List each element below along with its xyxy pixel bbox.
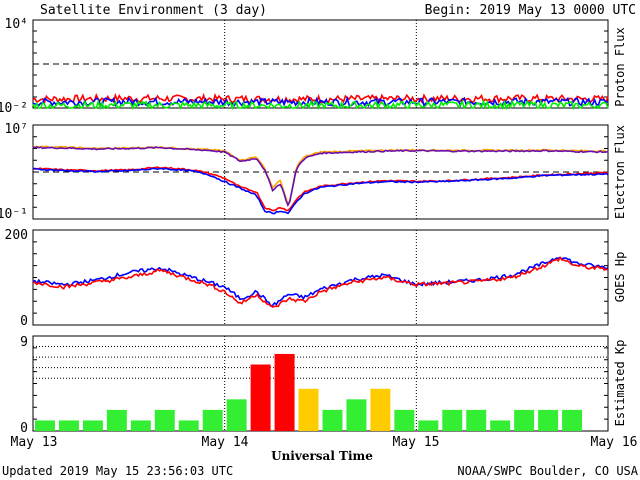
kp-bar — [490, 420, 511, 431]
kp-bar — [466, 409, 487, 431]
updated-timestamp: Updated 2019 May 15 23:56:03 UTC — [2, 464, 233, 478]
electron-ytick-bottom: 10⁻¹ — [0, 207, 28, 222]
estimated-kp-label: Estimated Kp — [613, 340, 627, 427]
kp-bar — [58, 420, 79, 431]
kp-bar — [274, 353, 295, 431]
kp-ytick-top: 9 — [20, 335, 28, 350]
kp-bar — [35, 420, 55, 431]
hp-ytick-bottom: 0 — [20, 314, 28, 329]
chart-title: Satellite Environment (3 day) — [40, 3, 267, 18]
series-red-line — [32, 166, 609, 212]
begin-label: Begin: 2019 May 13 0000 UTC — [425, 3, 636, 18]
panels-group — [32, 19, 609, 432]
series-purple-line — [32, 146, 609, 207]
kp-bar — [538, 409, 559, 431]
kp-bar — [130, 420, 151, 431]
kp-bar — [226, 399, 247, 431]
series-blue-line — [32, 167, 609, 215]
series-red-line — [32, 256, 609, 309]
kp-bar — [346, 399, 367, 431]
panel-frame-2 — [32, 229, 609, 326]
series-green-line — [32, 98, 609, 111]
proton-ytick-top: 10⁴ — [5, 17, 28, 32]
kp-bar — [202, 409, 223, 431]
proton-ytick-bottom: 10⁻² — [0, 101, 28, 116]
kp-bar — [562, 409, 583, 431]
panel-frame-1 — [32, 124, 609, 220]
goes-hp-label: GOES Hp — [613, 252, 627, 303]
kp-bar — [394, 409, 415, 431]
credit-label: NOAA/SWPC Boulder, CO USA — [457, 464, 638, 478]
kp-bar — [250, 364, 271, 431]
kp-bar — [178, 420, 199, 431]
xtick-may15: May 15 — [393, 435, 440, 450]
xtick-may13: May 13 — [11, 435, 58, 450]
x-axis-label: Universal Time — [271, 449, 373, 463]
kp-bar — [298, 388, 319, 431]
proton-flux-label: Proton Flux — [613, 27, 627, 106]
kp-bar — [154, 409, 175, 431]
kp-bar — [82, 420, 103, 431]
kp-bar — [322, 409, 343, 431]
kp-bar — [514, 409, 535, 431]
electron-ytick-top: 10⁷ — [5, 122, 28, 137]
kp-bar — [418, 420, 439, 431]
electron-flux-label: Electron Flux — [613, 125, 627, 219]
panel-frame-3 — [32, 335, 609, 432]
kp-bar — [442, 409, 463, 431]
kp-ytick-bottom: 0 — [20, 421, 28, 436]
kp-bar — [370, 388, 391, 431]
hp-ytick-top: 200 — [5, 228, 28, 243]
xtick-may16: May 16 — [591, 435, 638, 450]
kp-bar — [106, 409, 127, 431]
xtick-may14: May 14 — [202, 435, 249, 450]
